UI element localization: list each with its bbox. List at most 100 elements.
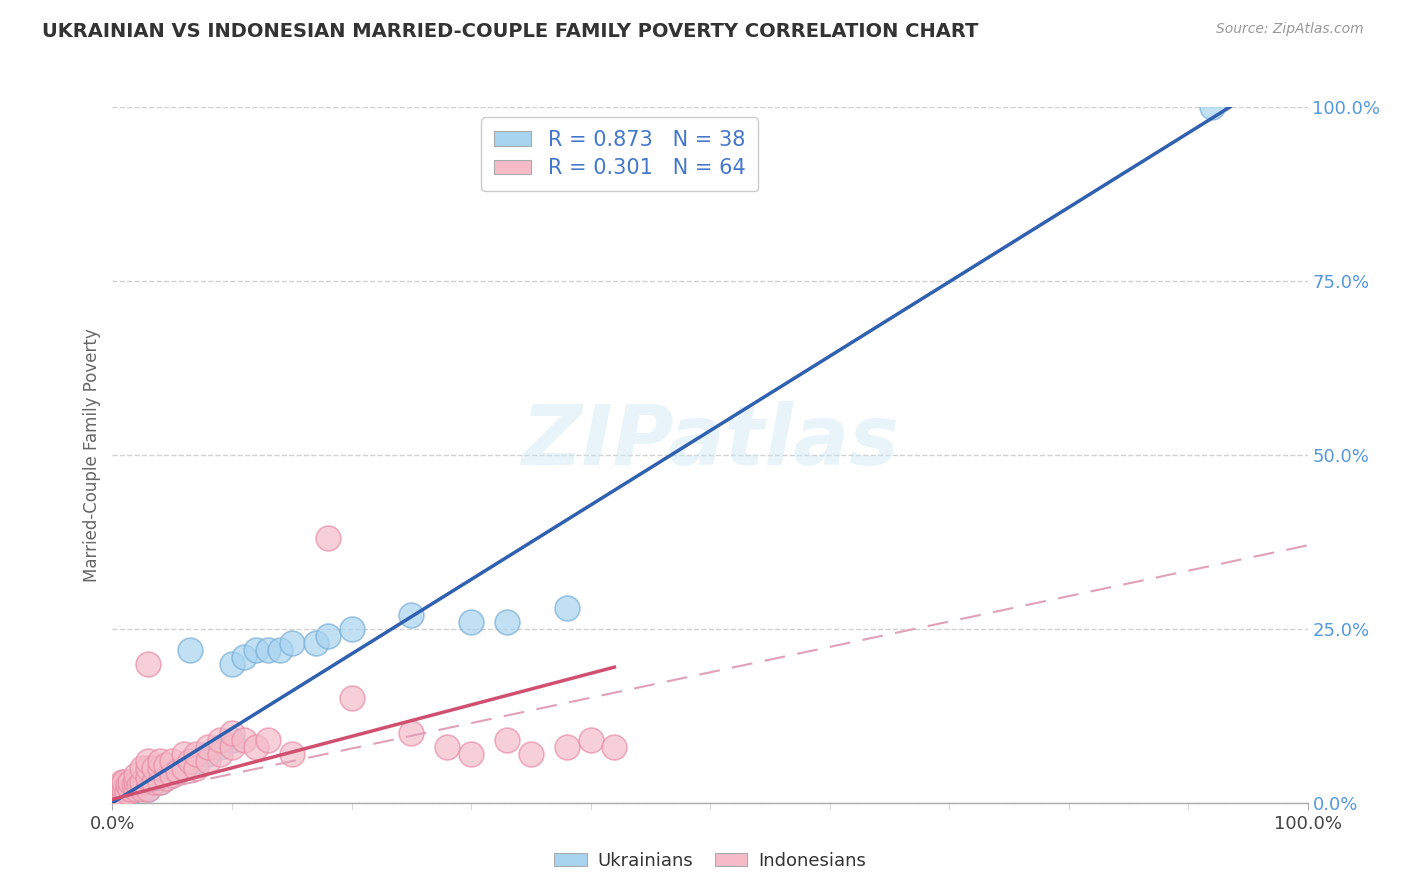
Point: [117, 778, 139, 792]
Legend: Ukrainians, Indonesians: Ukrainians, Indonesians: [547, 845, 873, 877]
Point: [138, 781, 160, 796]
Point: [555, 740, 578, 755]
Point: [460, 615, 482, 629]
Point: [496, 733, 519, 747]
Point: [120, 775, 142, 789]
Point: [269, 642, 291, 657]
Point: [173, 747, 195, 761]
Point: [112, 778, 135, 792]
Point: [120, 781, 142, 796]
Point: [114, 775, 135, 789]
Point: [131, 761, 153, 775]
Point: [128, 778, 150, 792]
Point: [131, 781, 153, 796]
Point: [197, 740, 219, 755]
Point: [579, 733, 602, 747]
Point: [149, 775, 172, 789]
Point: [162, 768, 183, 782]
Point: [138, 761, 160, 775]
Point: [155, 772, 177, 786]
Point: [179, 754, 201, 768]
Point: [149, 761, 172, 775]
Point: [186, 754, 208, 768]
Point: [401, 607, 423, 622]
Point: [1201, 100, 1223, 114]
Point: [131, 775, 153, 789]
Point: [114, 781, 135, 796]
Point: [208, 747, 231, 761]
Point: [111, 785, 134, 799]
Text: Source: ZipAtlas.com: Source: ZipAtlas.com: [1216, 22, 1364, 37]
Point: [125, 775, 148, 789]
Point: [155, 757, 177, 772]
Point: [281, 747, 304, 761]
Point: [111, 775, 134, 789]
Point: [162, 768, 183, 782]
Point: [232, 733, 256, 747]
Point: [208, 733, 231, 747]
Point: [107, 785, 129, 799]
Point: [401, 726, 423, 740]
Point: [316, 532, 339, 546]
Point: [105, 790, 128, 805]
Point: [221, 733, 243, 747]
Point: [107, 789, 129, 803]
Point: [143, 775, 166, 789]
Point: [221, 657, 243, 671]
Point: [520, 747, 543, 761]
Point: [138, 781, 160, 796]
Point: [167, 764, 190, 779]
Point: [257, 642, 280, 657]
Point: [555, 601, 578, 615]
Point: [120, 785, 142, 799]
Point: [149, 768, 172, 782]
Point: [208, 740, 231, 755]
Point: [245, 740, 267, 755]
Point: [221, 740, 243, 755]
Point: [125, 781, 148, 796]
Point: [162, 754, 183, 768]
Point: [122, 778, 145, 792]
Point: [110, 781, 132, 796]
Point: [496, 615, 519, 629]
Point: [143, 761, 166, 775]
Point: [316, 629, 339, 643]
Point: [104, 789, 127, 803]
Point: [197, 747, 219, 761]
Point: [143, 775, 166, 789]
Text: ZIPatlas: ZIPatlas: [522, 401, 898, 482]
Point: [125, 781, 148, 796]
Point: [149, 754, 172, 768]
Point: [186, 747, 208, 761]
Point: [101, 789, 124, 803]
Point: [105, 792, 128, 806]
Point: [257, 733, 280, 747]
Point: [114, 789, 135, 803]
Point: [114, 789, 135, 803]
Point: [138, 772, 160, 786]
Point: [245, 642, 267, 657]
Point: [603, 740, 626, 755]
Point: [138, 768, 160, 782]
Point: [304, 636, 326, 650]
Point: [125, 775, 148, 789]
Point: [167, 764, 190, 779]
Point: [173, 761, 195, 775]
Text: UKRAINIAN VS INDONESIAN MARRIED-COUPLE FAMILY POVERTY CORRELATION CHART: UKRAINIAN VS INDONESIAN MARRIED-COUPLE F…: [42, 22, 979, 41]
Point: [340, 691, 363, 706]
Point: [114, 781, 135, 796]
Point: [340, 622, 363, 636]
Point: [107, 789, 129, 803]
Point: [149, 775, 172, 789]
Point: [115, 785, 138, 799]
Point: [138, 754, 160, 768]
Point: [436, 740, 458, 755]
Point: [186, 761, 208, 775]
Point: [125, 768, 148, 782]
Point: [155, 772, 177, 786]
Point: [281, 636, 304, 650]
Point: [197, 754, 219, 768]
Point: [460, 747, 482, 761]
Point: [101, 792, 124, 806]
Point: [221, 726, 243, 740]
